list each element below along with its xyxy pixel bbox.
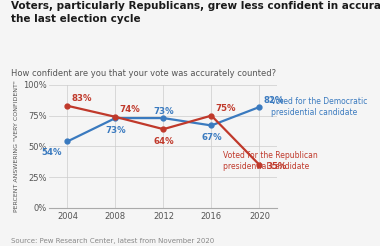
Text: 83%: 83% xyxy=(71,94,92,103)
Text: Source: Pew Research Center, latest from November 2020: Source: Pew Research Center, latest from… xyxy=(11,238,215,244)
Text: 64%: 64% xyxy=(153,137,174,146)
Text: 73%: 73% xyxy=(153,107,174,116)
Text: 73%: 73% xyxy=(105,126,126,135)
Text: 67%: 67% xyxy=(201,134,222,142)
Text: 54%: 54% xyxy=(41,148,62,157)
Text: 82%: 82% xyxy=(264,95,284,105)
Text: 74%: 74% xyxy=(120,105,140,114)
Text: 75%: 75% xyxy=(215,104,236,113)
Text: How confident are you that your vote was accurately counted?: How confident are you that your vote was… xyxy=(11,69,277,78)
Text: Voters, particularly Republicans, grew less confident in accurate vote counts ov: Voters, particularly Republicans, grew l… xyxy=(11,1,380,24)
Text: 35%: 35% xyxy=(266,162,287,171)
Text: Voted for the Democratic
presidential candidate: Voted for the Democratic presidential ca… xyxy=(271,97,367,117)
Text: Voted for the Republican
presidential candidate: Voted for the Republican presidential ca… xyxy=(223,151,317,171)
Y-axis label: PERCENT ANSWERING "VERY CONFIDENT": PERCENT ANSWERING "VERY CONFIDENT" xyxy=(14,80,19,212)
